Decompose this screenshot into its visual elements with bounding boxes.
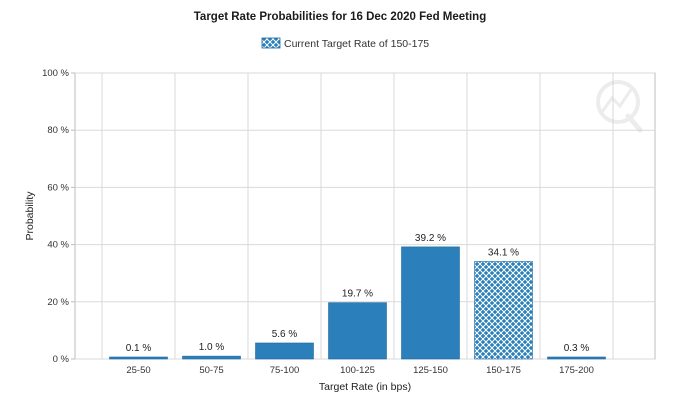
legend-label: Current Target Rate of 150-175: [284, 38, 429, 50]
bar-100-125: [328, 302, 387, 360]
data-label: 1.0 %: [199, 342, 225, 353]
data-labels: 0.1 % 1.0 % 5.6 % 19.7 % 39.2 % 34.1 % 0.3 %: [126, 233, 590, 354]
bar-150-175: [474, 261, 533, 360]
data-label: 34.1 %: [488, 247, 519, 258]
watermark-logo: [596, 80, 643, 133]
data-label: 19.7 %: [342, 289, 373, 300]
bar-50-75: [182, 355, 241, 360]
chart-title: Target Rate Probabilities for 16 Dec 202…: [194, 11, 487, 23]
x-tick-label: 175-200: [559, 365, 594, 376]
data-label: 0.1 %: [126, 343, 152, 354]
y-tick-label: 60 %: [47, 182, 69, 193]
legend-swatch: [261, 37, 281, 49]
bar-125-150: [401, 246, 460, 360]
y-tick-label: 0 %: [53, 354, 70, 365]
bar-75-100: [255, 342, 314, 360]
x-tick-label: 125-150: [413, 365, 448, 376]
x-tick-label: 150-175: [486, 365, 521, 376]
data-label: 0.3 %: [564, 343, 590, 354]
y-axis-label: Probability: [24, 191, 36, 241]
bars: [109, 246, 606, 360]
bar-175-200: [547, 356, 606, 360]
legend: Current Target Rate of 150-175: [261, 37, 429, 50]
x-axis-label: Target Rate (in bps): [319, 381, 411, 393]
y-tick-label: 40 %: [47, 240, 69, 251]
y-tick-label: 20 %: [47, 297, 69, 308]
bar-25-50: [109, 356, 168, 360]
data-label: 39.2 %: [415, 233, 446, 244]
x-tick-label: 100-125: [340, 365, 375, 376]
x-axis-ticks: 25-50 50-75 75-100 100-125 125-150 150-175 175…: [126, 365, 594, 376]
y-axis-ticks: 0 % 20 % 40 % 60 % 80 % 100 %: [42, 68, 75, 365]
x-tick-label: 25-50: [126, 365, 150, 376]
data-label: 5.6 %: [272, 329, 298, 340]
y-tick-label: 80 %: [47, 125, 69, 136]
x-tick-label: 75-100: [270, 365, 300, 376]
x-tick-label: 50-75: [199, 365, 223, 376]
y-tick-label: 100 %: [42, 68, 69, 79]
